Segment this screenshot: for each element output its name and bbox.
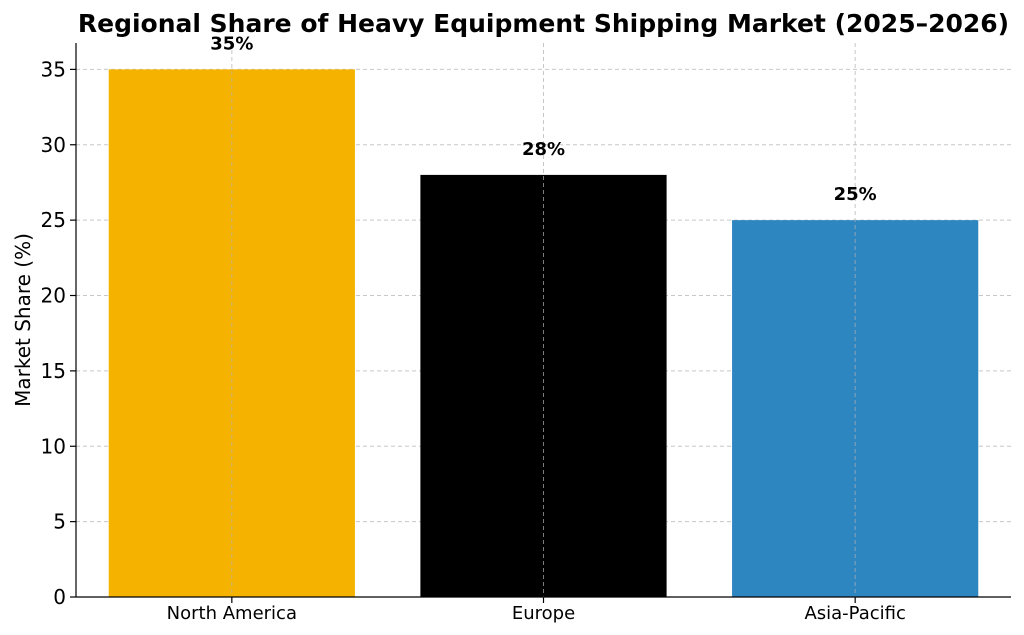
value-label: 25% [834, 184, 877, 205]
x-tick-label: North America [167, 603, 297, 624]
value-labels: 35% 28% 25% [210, 33, 876, 205]
chart-title: Regional Share of Heavy Equipment Shippi… [78, 9, 1009, 38]
value-label: 28% [522, 139, 565, 160]
y-tick-label: 10 [41, 434, 66, 458]
x-tick-label: Asia-Pacific [804, 603, 905, 624]
x-tick-label: Europe [512, 603, 575, 624]
value-label: 35% [210, 33, 253, 54]
x-ticks: North America Europe Asia-Pacific [167, 597, 906, 624]
vertical-grid [231, 43, 856, 597]
y-tick-label: 35 [41, 57, 66, 81]
y-tick-label: 5 [53, 510, 66, 534]
y-ticks: 0 5 10 15 20 25 30 35 [41, 57, 76, 609]
y-axis-label: Market Share (%) [11, 233, 35, 407]
y-tick-label: 0 [53, 585, 66, 609]
y-tick-label: 30 [41, 133, 66, 157]
y-tick-label: 20 [41, 284, 66, 308]
y-tick-label: 15 [41, 359, 66, 383]
y-tick-label: 25 [41, 208, 66, 232]
